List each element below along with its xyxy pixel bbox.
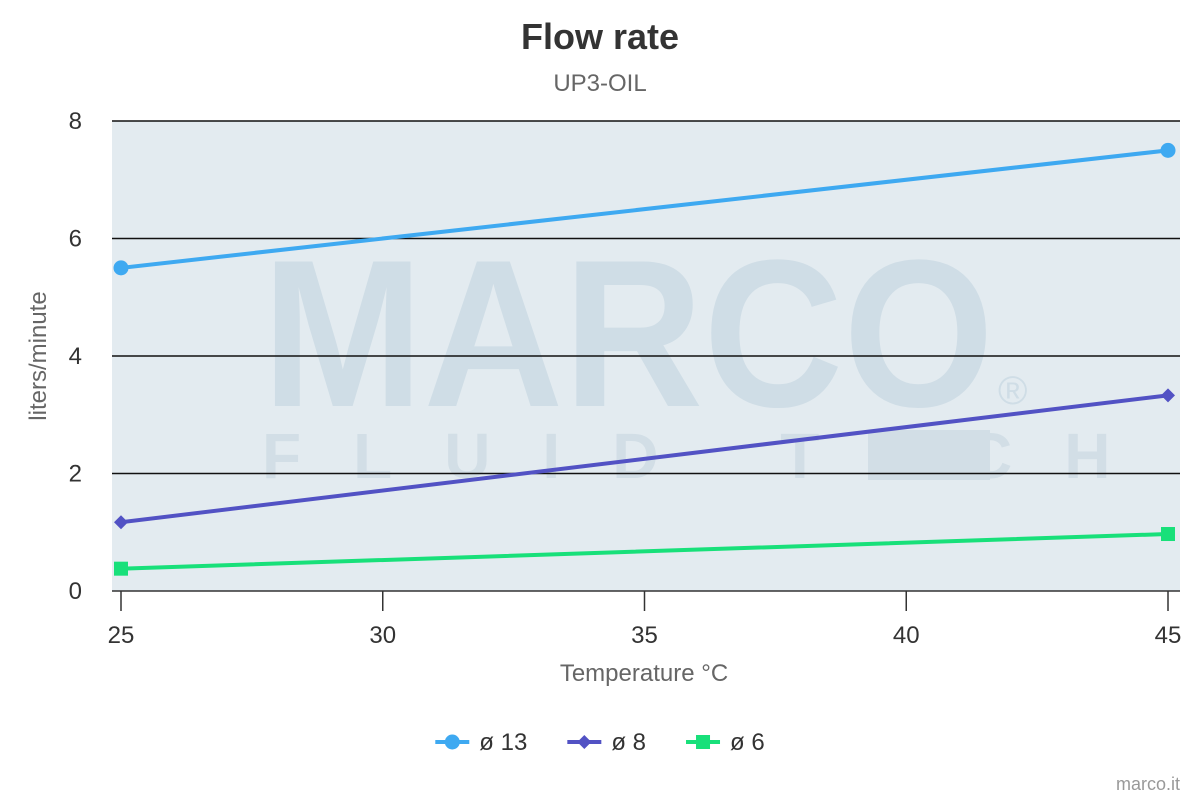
watermark-registered: ® [998, 369, 1027, 413]
data-point[interactable] [1160, 142, 1176, 158]
x-tick-label: 35 [631, 622, 658, 649]
y-axis-title: liters/minute [25, 291, 52, 420]
y-tick-label: 0 [69, 578, 82, 605]
data-point[interactable] [113, 260, 129, 276]
series-group [113, 142, 1176, 576]
x-axis: 25 30 35 40 45 [108, 590, 1182, 649]
chart-title: Flow rate [521, 16, 679, 57]
legend-label: ø 13 [479, 729, 527, 756]
x-tick-label: 40 [893, 622, 920, 649]
series-line[interactable] [119, 532, 1170, 571]
legend: ø 13 ø 8 ø 6 [435, 729, 765, 756]
series-line[interactable] [119, 393, 1170, 525]
y-tick-label: 6 [69, 226, 82, 253]
legend-marker [444, 734, 460, 750]
watermark-block [868, 430, 990, 480]
y-axis-ticks: 0 2 4 6 8 [69, 108, 82, 605]
legend-item[interactable]: ø 13 [435, 729, 527, 756]
data-point[interactable] [1161, 388, 1175, 403]
x-axis-title: Temperature °C [560, 660, 728, 687]
watermark-tagline: FLUID TECH [262, 420, 1162, 492]
x-tick-label: 45 [1155, 622, 1182, 649]
x-tick-label: 30 [369, 622, 396, 649]
data-point[interactable] [1161, 527, 1175, 542]
data-point[interactable] [114, 561, 128, 576]
legend-marker [696, 735, 711, 749]
series-2 [114, 388, 1175, 530]
y-tick-label: 8 [69, 108, 82, 135]
watermark-brand: MARCO [262, 216, 994, 451]
series-1 [113, 142, 1176, 276]
series-3 [114, 527, 1175, 576]
y-tick-label: 2 [69, 461, 82, 488]
x-tick-label: 25 [108, 622, 135, 649]
legend-item[interactable]: ø 8 [567, 729, 646, 756]
legend-item[interactable]: ø 6 [686, 729, 765, 756]
y-tick-label: 4 [69, 343, 82, 370]
legend-marker [577, 735, 592, 749]
credit-text[interactable]: marco.it [1116, 774, 1180, 794]
data-point[interactable] [114, 515, 128, 530]
chart-subtitle: UP3-OIL [553, 70, 646, 97]
series-line[interactable] [119, 148, 1170, 270]
grid-lines [112, 120, 1180, 475]
watermark-logo: MARCO ® FLUID TECH [262, 216, 1162, 492]
legend-label: ø 6 [730, 729, 765, 756]
legend-label: ø 8 [611, 729, 646, 756]
